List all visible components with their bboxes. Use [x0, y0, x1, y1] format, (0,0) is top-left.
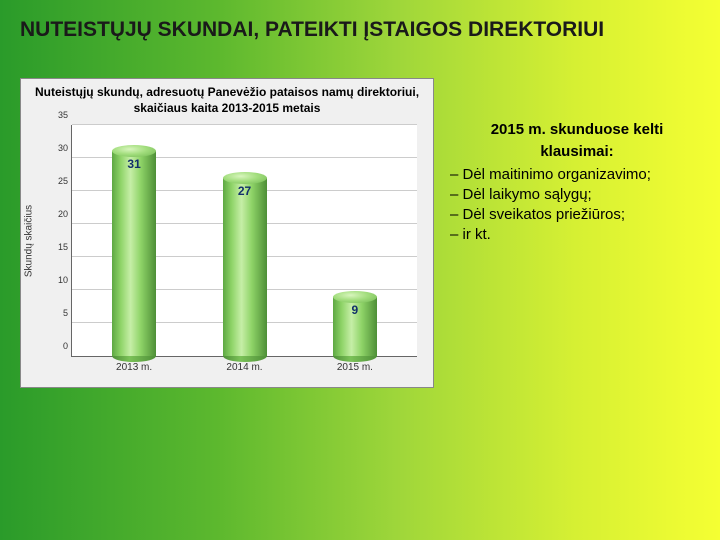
- y-tick-label: 30: [58, 143, 72, 153]
- chart-title: Nuteistųjų skundų, adresuotų Panevėžio p…: [21, 79, 433, 120]
- side-text-block: 2015 m. skunduose kelti klausimai: – Dėl…: [450, 120, 704, 246]
- page-title: NUTEISTŲJŲ SKUNDAI, PATEIKTI ĮSTAIGOS DI…: [20, 18, 700, 42]
- y-axis-label: Skundų skaičius: [24, 205, 35, 277]
- bar: 27: [223, 178, 267, 356]
- bar-value-label: 31: [127, 157, 140, 171]
- y-tick-label: 15: [58, 242, 72, 252]
- y-tick-label: 5: [63, 308, 72, 318]
- y-tick-label: 25: [58, 176, 72, 186]
- x-tick-label: 2015 m.: [337, 356, 373, 373]
- side-header-2: klausimai:: [450, 142, 704, 162]
- bar-top-ellipse: [223, 172, 267, 184]
- side-item: – Dėl maitinimo organizavimo;: [450, 165, 704, 185]
- x-tick-label: 2014 m.: [226, 356, 262, 373]
- side-item: – Dėl sveikatos priežiūros;: [450, 205, 704, 225]
- bar: 31: [112, 151, 156, 356]
- y-tick-label: 10: [58, 275, 72, 285]
- x-tick-label: 2013 m.: [116, 356, 152, 373]
- bar-body: [112, 151, 156, 356]
- y-tick-label: 35: [58, 110, 72, 120]
- side-item: – ir kt.: [450, 225, 704, 245]
- plot-area: 05101520253035312013 m.272014 m.92015 m.: [71, 125, 417, 357]
- plot-wrap: Skundų skaičius 05101520253035312013 m.2…: [43, 125, 423, 357]
- side-item: – Dėl laikymo sąlygų;: [450, 185, 704, 205]
- bar: 9: [333, 297, 377, 356]
- y-tick-label: 20: [58, 209, 72, 219]
- bar-value-label: 9: [352, 303, 359, 317]
- bar-top-ellipse: [333, 291, 377, 303]
- bar-value-label: 27: [238, 184, 251, 198]
- bar-body: [223, 178, 267, 356]
- chart-panel: Nuteistųjų skundų, adresuotų Panevėžio p…: [20, 78, 434, 388]
- y-tick-label: 0: [63, 341, 72, 351]
- gridline: [72, 124, 417, 125]
- side-header-1: 2015 m. skunduose kelti: [450, 120, 704, 140]
